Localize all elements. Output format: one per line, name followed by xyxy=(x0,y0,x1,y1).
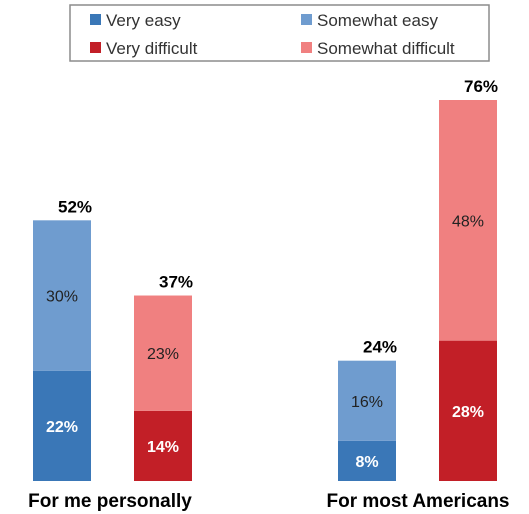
bar-for-most-americans-somewhat-easy xyxy=(338,360,396,441)
legend-label-very-easy: Very easy xyxy=(106,11,181,30)
legend-swatch-very-difficult xyxy=(90,42,101,53)
data-label-for-me-personally-very-difficult: 14% xyxy=(147,439,179,456)
data-label-for-me-personally-somewhat-easy: 30% xyxy=(46,289,78,306)
total-label-for-me-personally-easy: 52% xyxy=(58,197,92,216)
legend-label-somewhat-easy: Somewhat easy xyxy=(317,11,438,30)
total-label-for-most-americans-easy: 24% xyxy=(363,338,397,357)
data-label-for-me-personally-very-easy: 22% xyxy=(46,419,78,436)
total-label-for-me-personally-difficult: 37% xyxy=(159,273,193,292)
category-label-for-most-americans: For most Americans xyxy=(326,491,509,512)
data-label-for-most-americans-very-easy: 8% xyxy=(355,454,378,471)
bar-for-most-americans-somewhat-difficult xyxy=(439,100,497,341)
bar-for-me-personally-very-easy xyxy=(33,370,91,481)
data-label-for-most-americans-somewhat-easy: 16% xyxy=(351,394,383,411)
bar-for-most-americans-very-difficult xyxy=(439,340,497,481)
legend-label-somewhat-difficult: Somewhat difficult xyxy=(317,39,455,58)
bar-for-most-americans-very-easy xyxy=(338,440,396,481)
legend-swatch-very-easy xyxy=(90,14,101,25)
legend-swatch-somewhat-difficult xyxy=(301,42,312,53)
group-labels: For me personally For most Americans xyxy=(28,491,509,512)
total-label-for-most-americans-difficult: 76% xyxy=(464,77,498,96)
data-label-for-most-americans-somewhat-difficult: 48% xyxy=(452,213,484,230)
data-label-for-me-personally-somewhat-difficult: 23% xyxy=(147,346,179,363)
bar-for-me-personally-somewhat-easy xyxy=(33,220,91,371)
bars: 22% 30% 52% 14% 23% 37% 8% 16% 24% 28% 48% 76% xyxy=(33,77,498,481)
category-label-for-me-personally: For me personally xyxy=(28,491,192,512)
data-label-for-most-americans-very-difficult: 28% xyxy=(452,404,484,421)
bar-for-me-personally-very-difficult xyxy=(134,410,192,481)
legend-swatch-somewhat-easy xyxy=(301,14,312,25)
legend: Very easy Somewhat easy Very difficult Some… xyxy=(69,4,490,62)
legend-label-very-difficult: Very difficult xyxy=(106,39,198,58)
legend-frame xyxy=(69,4,490,62)
bar-for-me-personally-somewhat-difficult xyxy=(134,295,192,411)
